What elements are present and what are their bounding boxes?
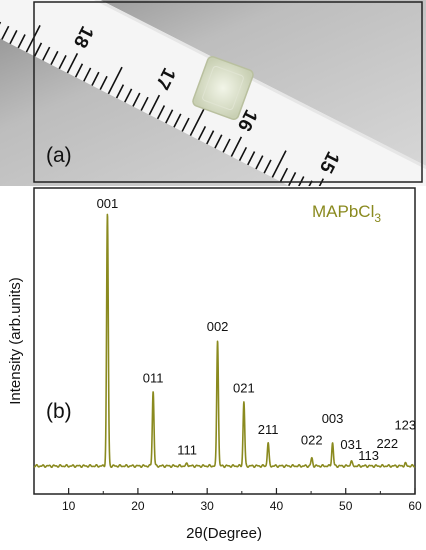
peak-label-011: 011 [143,370,164,385]
ruler-tick [25,24,41,53]
ruler-tick [214,134,223,149]
ruler-tick [140,96,149,111]
panel-a-label: (a) [46,144,72,167]
ruler-tick [33,42,43,57]
peak-label-001: 001 [97,196,119,211]
ruler-tick [50,50,59,65]
series-line-mapbcl3 [33,213,416,469]
ruler-tick [181,117,190,132]
peak-label-021: 021 [233,381,255,396]
ruler-tick [83,67,92,82]
ruler-tick [247,151,256,166]
x-tick-label: 30 [201,499,215,513]
plot-frame [33,187,416,495]
ruler-tick [132,92,141,107]
ruler-tick [115,84,125,99]
ruler-tick [173,113,182,128]
ruler-ticks [0,21,325,186]
photo-panel: 18 17 16 15 (a) [0,0,426,186]
ruler-tick [271,150,287,178]
ruler-tick [156,105,166,120]
x-tick-label: 20 [131,499,145,513]
ruler-tick [238,146,248,162]
x-axis-title: 2θ(Degree) [186,525,262,542]
ruler-tick [91,71,100,86]
peak-label-123: 123 [394,417,416,432]
legend-formula: MAPbCl [312,202,374,221]
ruler-tick [124,88,133,103]
x-tick-label: 40 [270,499,284,513]
ruler-tick [74,63,84,78]
ruler-tick [42,46,51,61]
ruler-tick [279,167,289,182]
ruler-tick [206,130,215,145]
peak-label-002: 002 [207,319,229,334]
ruler-tick [230,136,243,157]
x-tick-label: 10 [62,499,76,513]
peak-label-111: 111 [177,442,197,457]
x-axis-ticks: 10 20 30 40 50 60 [33,488,422,513]
legend-subscript: 3 [374,211,381,225]
ruler-tick [148,94,161,116]
ruler-tick [197,126,207,141]
ruler-tick [255,155,264,170]
ruler-tick [66,52,79,74]
peak-label-113: 113 [358,448,379,463]
ruler-tick [107,66,123,95]
ruler-tick [17,34,26,49]
ruler-tick [9,29,18,45]
ruler-tick [304,180,313,186]
x-tick-label: 50 [339,499,353,513]
peak-label-222: 222 [376,436,398,451]
ruler-tick [222,138,231,153]
peak-label-003: 003 [322,411,344,426]
ruler-tick [165,109,174,124]
ruler-tick [263,159,272,174]
peak-label-031: 031 [340,437,362,452]
photo-border [33,1,423,183]
ruler-tick [58,55,67,70]
sample-crystal [192,56,254,120]
y-axis-title: Intensity (arb.units) [7,277,24,405]
ruler-tick [99,75,108,91]
legend-entry: MAPbCl3 [312,202,381,225]
ruler-tick [189,108,205,136]
panel-b-label: (b) [46,400,72,423]
ruler-tick [1,25,10,40]
ruler-tick [296,176,305,186]
x-tick-label: 60 [408,499,422,513]
peak-label-211: 211 [258,422,279,437]
ruler-tick [288,171,297,186]
peak-label-022: 022 [301,432,323,447]
